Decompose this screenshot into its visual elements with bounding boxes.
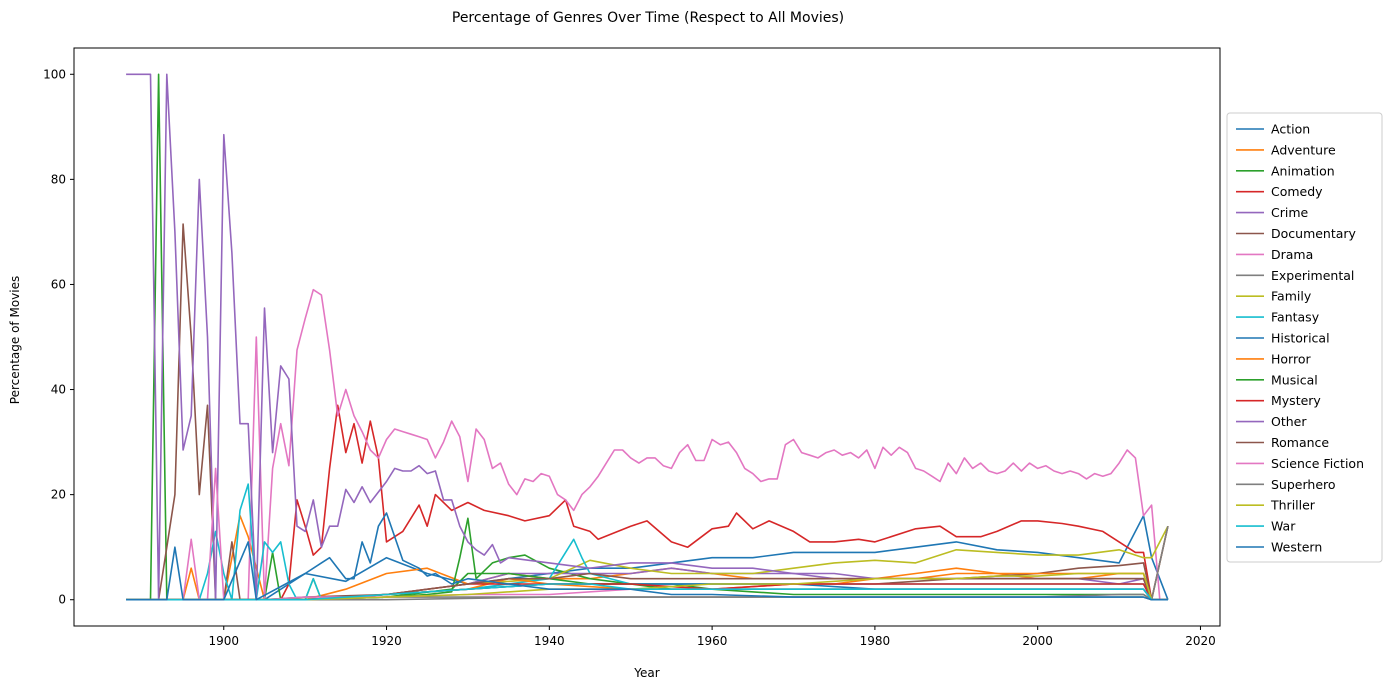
- legend-label-family: Family: [1271, 289, 1312, 304]
- legend-label-drama: Drama: [1271, 247, 1313, 262]
- legend-label-musical: Musical: [1271, 372, 1318, 387]
- y-axis: 0 20 40 60 80 100: [43, 67, 74, 607]
- x-tick-label: 2020: [1185, 634, 1216, 648]
- legend-label-thriller: Thriller: [1270, 498, 1316, 513]
- legend-frame: [1226, 112, 1383, 563]
- x-tick-label: 1900: [208, 634, 239, 648]
- x-tick-label: 2000: [1022, 634, 1053, 648]
- x-tick-label: 1980: [860, 634, 891, 648]
- legend-label-superhero: Superhero: [1271, 477, 1336, 492]
- series-line-western: [126, 512, 1168, 601]
- series-line-comedy: [126, 404, 1168, 601]
- legend-label-action: Action: [1271, 122, 1310, 137]
- legend-label-science-fiction: Science Fiction: [1271, 456, 1364, 471]
- legend-label-fantasy: Fantasy: [1271, 310, 1320, 325]
- x-tick-label: 1940: [534, 634, 565, 648]
- x-axis-label: Year: [633, 666, 659, 680]
- legend-label-adventure: Adventure: [1271, 142, 1336, 157]
- series-line-war: [126, 583, 1168, 601]
- legend-label-comedy: Comedy: [1271, 184, 1323, 199]
- y-tick-label: 100: [43, 67, 66, 81]
- series-line-fantasy: [126, 483, 1168, 601]
- legend-label-historical: Historical: [1271, 331, 1330, 346]
- series-line-science-fiction: [126, 467, 1168, 601]
- legend-label-animation: Animation: [1271, 163, 1335, 178]
- legend-label-experimental: Experimental: [1271, 268, 1354, 283]
- y-tick-label: 0: [58, 593, 66, 607]
- plot-frame: [73, 47, 1221, 627]
- y-tick-label: 80: [51, 172, 66, 186]
- series-line-other: [126, 73, 1168, 601]
- plot-area: [73, 47, 1221, 627]
- legend: Action Adventure Animation Comedy Crime Docum…: [1226, 112, 1383, 563]
- series-group: [126, 73, 1169, 601]
- y-tick-label: 40: [51, 383, 66, 397]
- series-line-documentary: [126, 223, 1169, 601]
- series-line-adventure: [126, 514, 1169, 601]
- legend-label-documentary: Documentary: [1271, 226, 1357, 241]
- chart-title: Percentage of Genres Over Time (Respect …: [452, 10, 844, 26]
- y-tick-label: 20: [51, 488, 66, 502]
- legend-label-other: Other: [1271, 414, 1307, 429]
- legend-label-romance: Romance: [1271, 435, 1329, 450]
- series-line-romance: [126, 572, 1168, 601]
- y-tick-label: 60: [51, 277, 66, 291]
- legend-label-western: Western: [1271, 540, 1322, 555]
- x-tick-label: 1920: [371, 634, 402, 648]
- legend-label-horror: Horror: [1271, 351, 1311, 366]
- x-tick-label: 1960: [697, 634, 728, 648]
- legend-label-mystery: Mystery: [1271, 393, 1321, 408]
- legend-label-war: War: [1271, 519, 1296, 534]
- y-axis-label: Percentage of Movies: [8, 276, 22, 404]
- x-axis: 1900 1920 1940 1960 1980 2000 2020: [208, 626, 1216, 648]
- series-line-thriller: [126, 572, 1168, 601]
- legend-label-crime: Crime: [1271, 205, 1309, 220]
- series-line-drama: [126, 288, 1168, 601]
- series-line-action: [126, 514, 1169, 601]
